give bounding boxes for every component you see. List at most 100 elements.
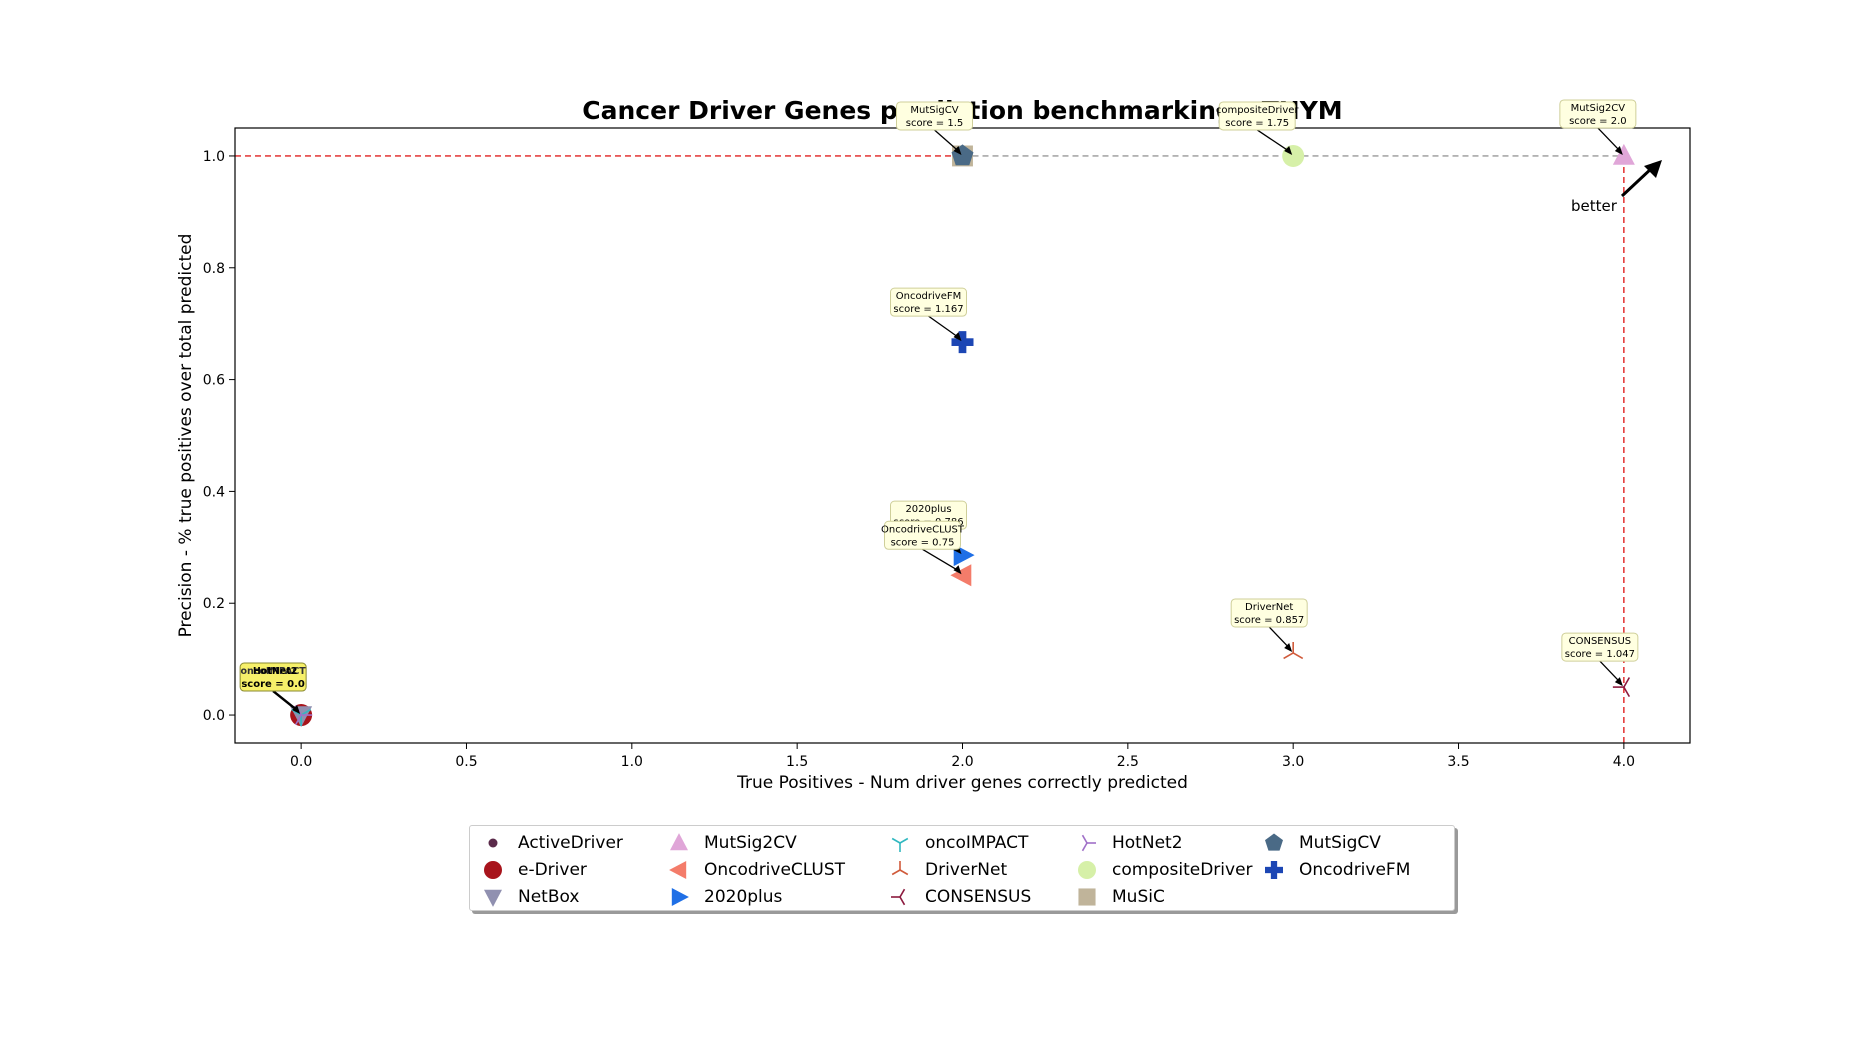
annotation-text: CONSENSUS [1569, 636, 1632, 647]
legend-item: ActiveDriver [476, 830, 623, 856]
legend-marker-svg [891, 861, 909, 876]
annotation-box [896, 101, 973, 131]
x-tick-label: 3.0 [1282, 754, 1304, 770]
annotation-text: score = 0.857 [1234, 615, 1304, 626]
legend-item: e-Driver [476, 857, 587, 883]
chart-legend: ActiveDriver e-Driver NetBox MutSig2CV Oncod… [469, 825, 1455, 911]
legend-item: NetBox [476, 884, 579, 910]
annotation-text: MutSig2CV [1571, 103, 1626, 114]
better-arrow-line [1620, 166, 1654, 198]
x-tick-label: 2.5 [1117, 754, 1139, 770]
annotation: CONSENSUS score = 1.047 [1561, 632, 1639, 687]
legend-marker-svg [891, 837, 909, 852]
annotation: MutSigCV score = 1.5 [896, 101, 973, 155]
annotation-text: HotNet2 [253, 666, 298, 677]
annotation-text: score = 2.0 [1569, 116, 1627, 127]
legend-item: HotNet2 [1070, 830, 1183, 856]
legend-label: e-Driver [518, 860, 587, 880]
x-tick-label: 3.5 [1447, 754, 1469, 770]
annotation-arrowhead [953, 145, 962, 155]
annotation-arrow [1268, 626, 1291, 650]
annotation-text: score = 1.75 [1225, 118, 1289, 129]
legend-marker [476, 831, 510, 855]
annotation-text: score = 0.0 [241, 679, 305, 690]
legend-label: CONSENSUS [925, 887, 1032, 907]
data-point [951, 331, 974, 354]
legend-item: MuSiC [1070, 884, 1165, 910]
legend-marker-shape [488, 838, 498, 848]
legend-marker-svg [484, 861, 502, 879]
y-tick-label: 0.2 [203, 596, 225, 612]
legend-item: compositeDriver [1070, 857, 1253, 883]
x-tick-label: 2.0 [951, 754, 973, 770]
annotation-arrow [1597, 127, 1622, 153]
legend-marker [883, 858, 917, 882]
legend-marker [1257, 831, 1291, 855]
legend-item: 2020plus [662, 884, 782, 910]
legend-marker-svg [671, 888, 689, 906]
annotation-box [1561, 632, 1639, 662]
annotation-box [1559, 99, 1637, 129]
better-arrow-head [1644, 160, 1662, 178]
annotation-text: OncodriveCLUST [881, 524, 965, 535]
annotation-text: DriverNet [1245, 602, 1293, 613]
legend-marker [662, 831, 696, 855]
annotation-text: score = 1.5 [906, 118, 964, 129]
legend-item: MutSigCV [1257, 830, 1381, 856]
legend-marker-shape [891, 861, 909, 876]
legend-marker-shape [670, 833, 688, 851]
data-point [950, 564, 972, 587]
annotation-text: 2020plus [905, 504, 951, 515]
annotation-arrow [922, 548, 960, 572]
annotation-text: score = 1.047 [1565, 649, 1635, 660]
annotation-arrow [1256, 129, 1291, 153]
annotation-box [884, 520, 961, 550]
y-tick-label: 1.0 [203, 149, 225, 165]
legend-marker-shape [1078, 888, 1096, 906]
legend-label: MuSiC [1112, 887, 1165, 907]
legend-marker [662, 885, 696, 909]
annotation-text: oncoIMPACT [240, 666, 306, 677]
legend-marker [1257, 858, 1291, 882]
annotation-text: compositeDriver [1216, 105, 1300, 116]
annotation-arrow [934, 129, 960, 153]
legend-marker-shape [891, 888, 906, 906]
legend-label: oncoIMPACT [925, 833, 1029, 853]
x-tick-label: 4.0 [1613, 754, 1635, 770]
legend-label: MutSigCV [1299, 833, 1381, 853]
legend-marker [662, 858, 696, 882]
legend-item: CONSENSUS [883, 884, 1031, 910]
annotation-text: score = 0.75 [891, 537, 955, 548]
annotation-box [1218, 101, 1296, 131]
annotation-arrowhead [953, 332, 962, 342]
annotation-arrowhead [1614, 145, 1623, 155]
annotation-arrowhead [953, 565, 962, 575]
legend-marker [883, 885, 917, 909]
legend-marker-shape [671, 888, 689, 906]
annotation-box [1230, 598, 1308, 628]
x-tick-label: 1.0 [621, 754, 643, 770]
legend-label: NetBox [518, 887, 580, 907]
legend-label: HotNet2 [1112, 833, 1183, 853]
legend-marker-svg [1078, 888, 1096, 906]
legend-marker-shape [484, 861, 502, 879]
legend-marker-svg [484, 889, 502, 907]
legend-marker-shape [891, 837, 909, 852]
legend-marker-shape [1081, 834, 1096, 852]
legend-label: MutSig2CV [704, 833, 797, 853]
legend-item: DriverNet [883, 857, 1007, 883]
legend-marker-svg [891, 888, 906, 906]
legend-marker-svg [1265, 861, 1283, 879]
better-label: better [1571, 197, 1618, 215]
annotation-text: score = 1.167 [893, 304, 963, 315]
legend-label: DriverNet [925, 860, 1008, 880]
legend-label: 2020plus [704, 887, 783, 907]
y-tick-label: 0.4 [203, 484, 225, 500]
legend-marker-shape [1265, 833, 1283, 851]
legend-marker [476, 858, 510, 882]
annotation-text: MutSigCV [910, 105, 958, 116]
annotation: compositeDriver score = 1.75 [1216, 101, 1300, 155]
x-tick-label: 1.5 [786, 754, 808, 770]
legend-item: oncoIMPACT [883, 830, 1028, 856]
